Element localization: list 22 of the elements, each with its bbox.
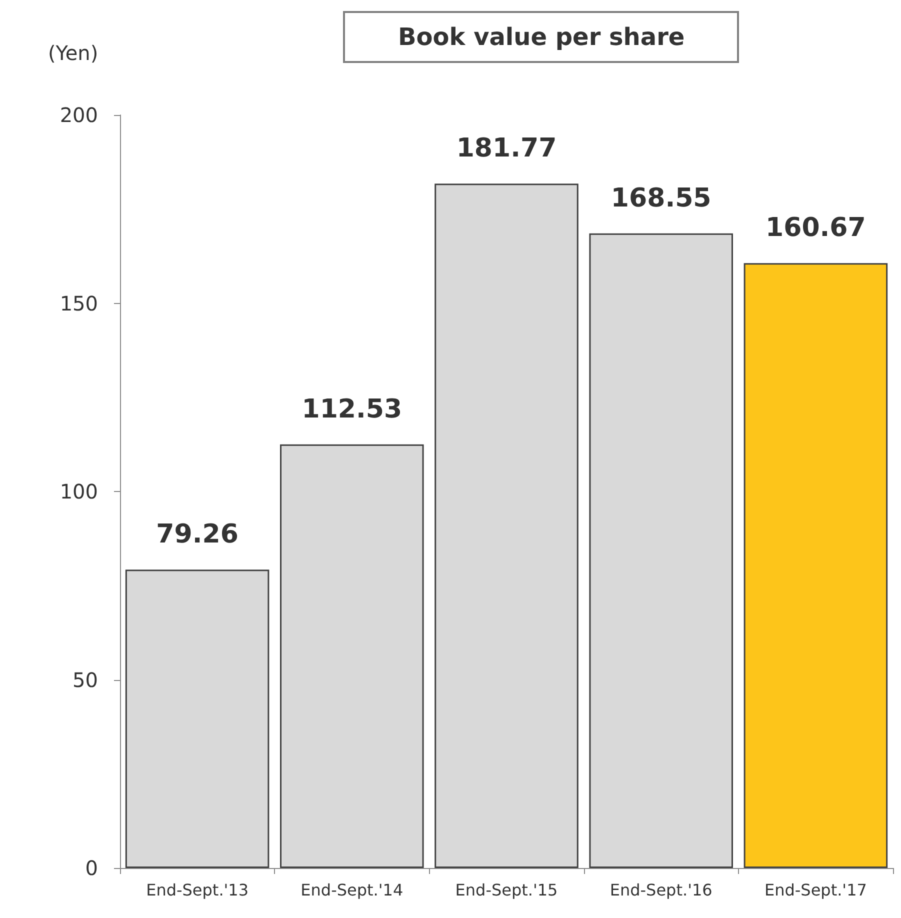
y-tick-label: 150 (60, 291, 98, 316)
chart-title: Book value per share (398, 23, 685, 51)
data-label: 79.26 (156, 520, 238, 550)
x-tick-label: End-Sept.'16 (610, 880, 712, 900)
bar (125, 570, 270, 868)
bar (744, 263, 888, 868)
x-tick-label: End-Sept.'15 (455, 880, 558, 900)
bar (280, 444, 424, 868)
bar (434, 184, 578, 868)
data-label: 168.55 (610, 183, 712, 214)
x-tick-label: End-Sept.'17 (764, 880, 867, 900)
y-axis-title: (Yen) (48, 41, 98, 65)
y-tick-label: 100 (60, 480, 98, 504)
data-label: 181.77 (456, 134, 557, 164)
data-label: 160.67 (766, 213, 866, 244)
x-tick-label: End-Sept.'14 (300, 880, 404, 900)
x-tick-label: End-Sept.'13 (146, 880, 249, 900)
data-label: 112.53 (302, 394, 402, 424)
y-tick-label: 200 (60, 103, 98, 127)
y-tick-label: 50 (72, 668, 98, 692)
y-tick-label: 0 (85, 856, 98, 880)
bar (589, 233, 733, 868)
